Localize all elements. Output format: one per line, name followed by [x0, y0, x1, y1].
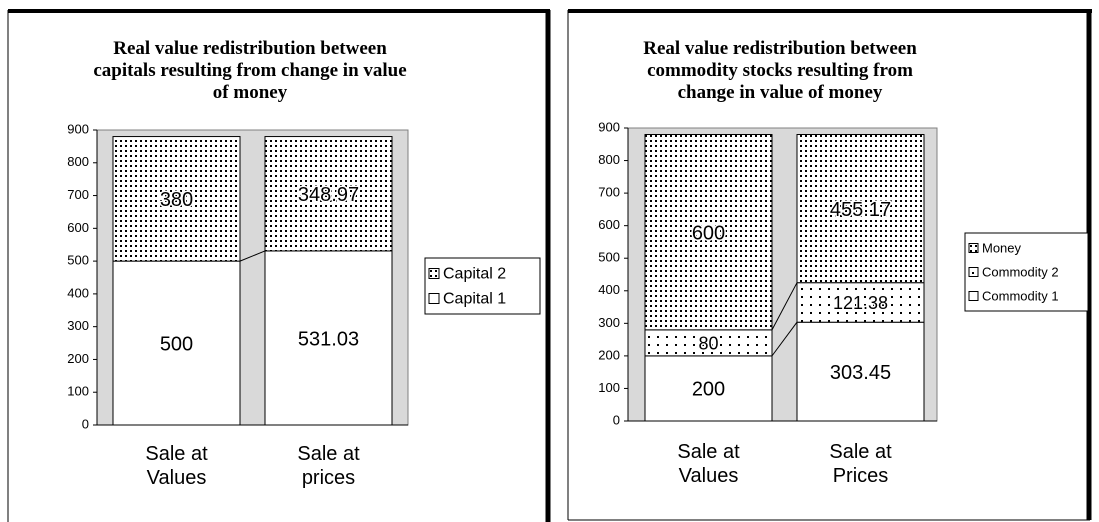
bar-segment [796, 321, 925, 422]
legend-label: Commodity 1 [982, 288, 1059, 303]
y-tick-label: 600 [67, 220, 89, 235]
bar-segment [796, 282, 925, 323]
data-label: 500 [160, 333, 193, 355]
chart-title: Real value redistribution between capita… [93, 38, 407, 103]
legend-label: Commodity 2 [982, 264, 1059, 279]
y-tick-label: 0 [82, 416, 89, 431]
data-label: 380 [160, 189, 193, 211]
y-tick-label: 500 [598, 250, 620, 265]
bar-segment [644, 355, 773, 422]
legend [964, 232, 1089, 312]
legend-label: Money [982, 240, 1022, 255]
x-tick-label: Sale at Values [145, 443, 208, 489]
data-label: 80 [698, 334, 718, 354]
legend [424, 257, 541, 315]
chart-title: Real value redistribution between commod… [643, 38, 917, 103]
y-tick-label: 0 [613, 412, 620, 427]
data-label: 303.45 [830, 362, 891, 384]
bar-segment [264, 250, 393, 426]
y-tick-label: 700 [598, 185, 620, 200]
y-tick-label: 600 [598, 217, 620, 232]
y-tick-label: 800 [598, 152, 620, 167]
bar-segment [112, 136, 241, 262]
y-tick-label: 900 [67, 121, 89, 136]
legend-swatch [968, 291, 979, 301]
legend-swatch [968, 267, 979, 277]
legend-label: Capital 1 [443, 291, 506, 308]
data-label: 348.97 [298, 184, 359, 206]
bar-segment [264, 136, 393, 252]
series-line [239, 250, 266, 262]
data-label: 121.38 [833, 293, 888, 313]
y-tick-label: 400 [598, 282, 620, 297]
bar-segment [112, 260, 241, 426]
data-label: 455.17 [830, 199, 891, 221]
bar-segment [644, 329, 773, 357]
y-tick-label: 500 [67, 253, 89, 268]
data-label: 531.03 [298, 328, 359, 350]
data-label: 600 [692, 222, 725, 244]
legend-swatch [428, 268, 440, 279]
y-tick-label: 200 [67, 351, 89, 366]
legend-label: Capital 2 [443, 266, 506, 283]
data-label: 200 [692, 379, 725, 401]
x-tick-label: Sale at Values [677, 441, 740, 487]
legend-swatch [968, 243, 979, 253]
y-tick-label: 700 [67, 187, 89, 202]
y-tick-label: 100 [598, 380, 620, 395]
bar-segment [644, 134, 773, 331]
series-line [771, 321, 798, 357]
y-tick-label: 100 [67, 384, 89, 399]
y-tick-label: 800 [67, 154, 89, 169]
y-tick-label: 900 [598, 119, 620, 134]
legend-swatch [428, 293, 440, 304]
y-tick-label: 300 [67, 318, 89, 333]
y-tick-label: 400 [67, 285, 89, 300]
x-tick-label: Sale at prices [297, 443, 360, 489]
bar-segment [796, 134, 925, 284]
x-tick-label: Sale at Prices [829, 441, 892, 487]
series-line [771, 282, 798, 331]
y-tick-label: 300 [598, 315, 620, 330]
y-tick-label: 200 [598, 347, 620, 362]
